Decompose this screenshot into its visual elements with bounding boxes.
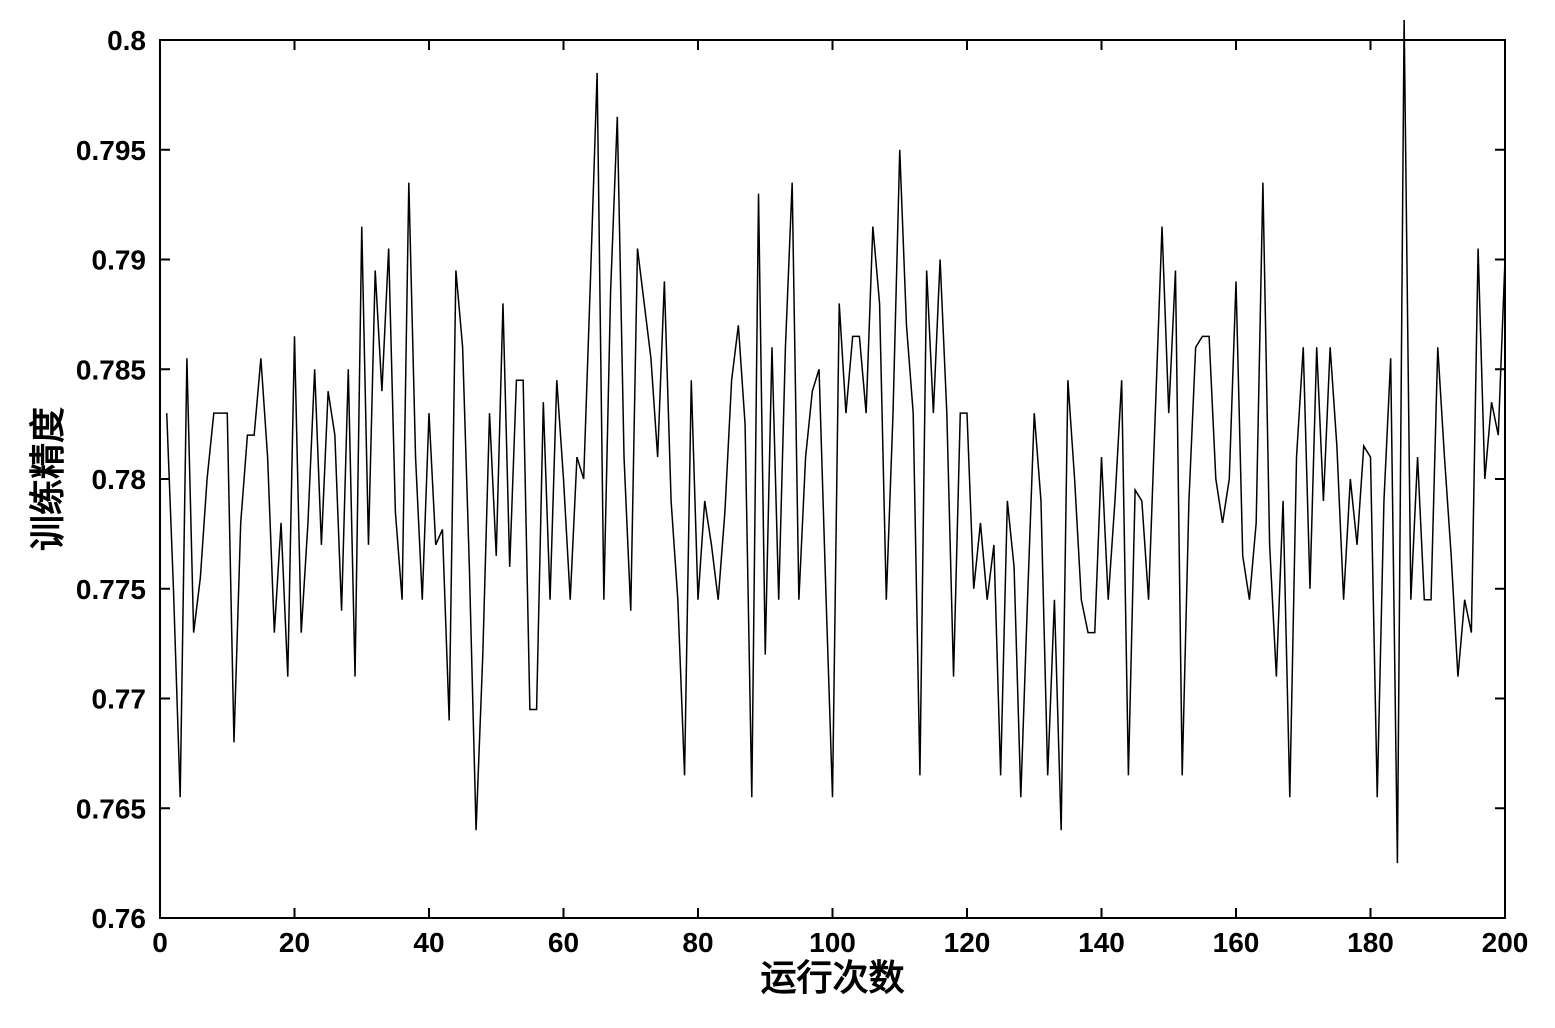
xlabel: 运行次数 (760, 957, 904, 998)
ytick-label: 0.79 (92, 245, 147, 276)
xtick-label: 100 (809, 927, 856, 958)
ytick-label: 0.795 (76, 135, 146, 166)
xtick-label: 200 (1482, 927, 1529, 958)
line-chart: 0 20 40 60 80 100 120 140 160 180 200 0.76 0.765 0.77… (20, 20, 1535, 1008)
xtick-label: 40 (413, 927, 444, 958)
chart-container: 0 20 40 60 80 100 120 140 160 180 200 0.76 0.765 0.77… (20, 20, 1535, 1008)
ytick-label: 0.785 (76, 354, 146, 385)
xtick-label: 120 (944, 927, 991, 958)
ytick-label: 0.8 (107, 25, 146, 56)
xtick-label: 80 (682, 927, 713, 958)
xtick-label: 180 (1347, 927, 1394, 958)
ytick-label: 0.76 (92, 903, 147, 934)
ytick-label: 0.77 (92, 684, 147, 715)
xtick-label: 20 (279, 927, 310, 958)
xtick-label: 0 (152, 927, 168, 958)
xtick-label: 140 (1078, 927, 1125, 958)
ylabel: 训练精度 (27, 407, 68, 551)
ytick-label: 0.775 (76, 574, 146, 605)
data-series-line (167, 20, 1505, 863)
xtick-label: 160 (1213, 927, 1260, 958)
ytick-label: 0.78 (92, 464, 147, 495)
xtick-label: 60 (548, 927, 579, 958)
ytick-label: 0.765 (76, 793, 146, 824)
